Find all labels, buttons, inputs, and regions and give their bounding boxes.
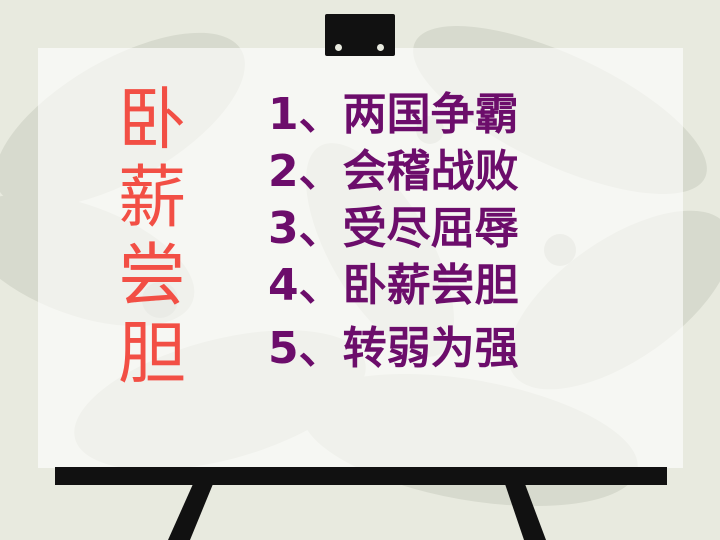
easel-board: [38, 48, 683, 468]
title-char: 尝: [117, 237, 186, 316]
title-char: 胆: [117, 315, 186, 394]
title-char: 薪: [117, 159, 186, 238]
list-item: 5、转弱为强: [268, 323, 519, 374]
easel-clip: [325, 14, 395, 56]
clip-hole: [335, 44, 342, 51]
list-item: 4、卧薪尝胆: [268, 260, 519, 311]
list-item: 1、两国争霸: [268, 89, 519, 140]
easel-rail: [55, 467, 667, 485]
clip-hole: [377, 44, 384, 51]
story-outline-list: 1、两国争霸 2、会稽战败 3、受尽屈辱 4、卧薪尝胆 5、转弱为强: [268, 86, 519, 377]
list-item: 3、受尽屈辱: [268, 203, 519, 254]
title-char: 卧: [117, 81, 186, 160]
list-item: 2、会稽战败: [268, 146, 519, 197]
vertical-title: 卧 薪 尝 胆: [112, 82, 192, 394]
